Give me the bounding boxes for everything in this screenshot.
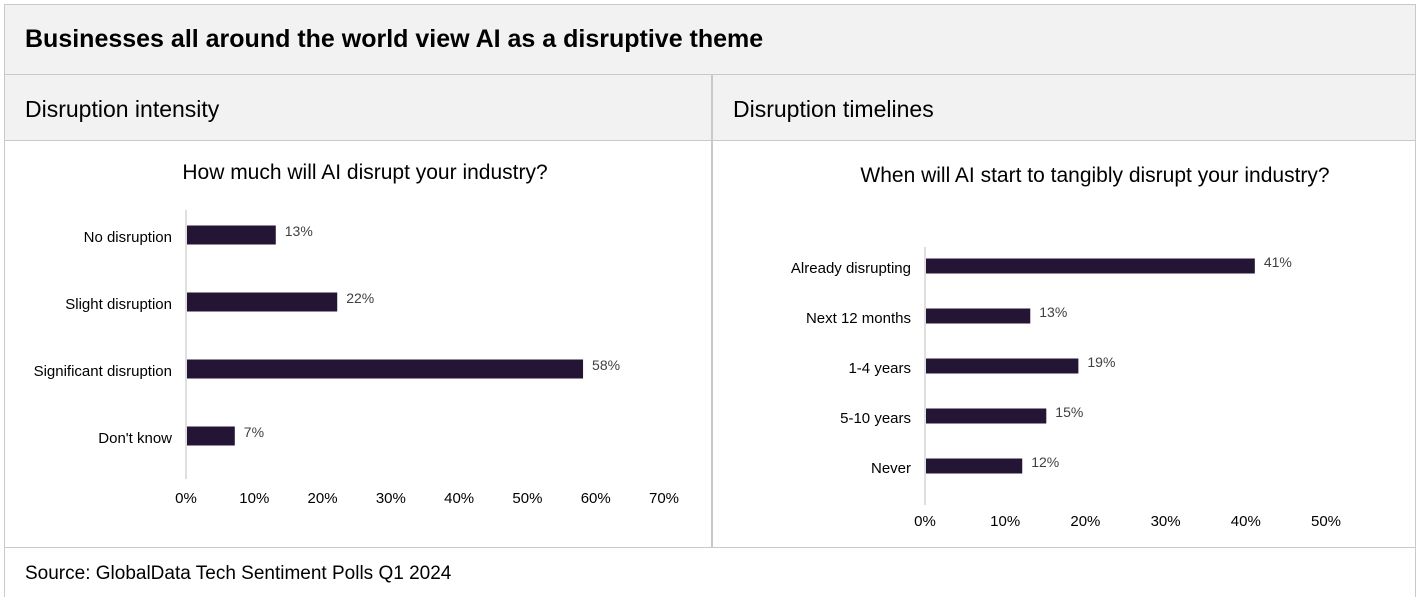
category-label: Significant disruption — [34, 363, 172, 380]
x-tick-label: 0% — [175, 490, 197, 507]
chart-left: No disruption 13% Slight disruption 22% Sign… — [34, 210, 679, 507]
x-tick-label: 40% — [444, 490, 474, 507]
bar — [187, 426, 235, 446]
x-tick-label: 0% — [914, 513, 936, 530]
data-label: 12% — [1031, 454, 1059, 470]
category-label: No disruption — [84, 229, 172, 246]
category-label: Slight disruption — [65, 296, 172, 313]
panel-divider — [711, 75, 713, 547]
data-label: 7% — [244, 424, 264, 440]
data-label: 19% — [1087, 354, 1115, 370]
bar — [926, 258, 1255, 274]
data-label: 41% — [1264, 254, 1292, 270]
chart-right-title: When will AI start to tangibly disrupt y… — [860, 164, 1330, 187]
x-tick-label: 20% — [308, 490, 338, 507]
panel-heading-left: Disruption intensity — [5, 75, 711, 141]
x-tick-label: 30% — [376, 490, 406, 507]
bar — [187, 292, 338, 312]
x-tick-label: 10% — [239, 490, 269, 507]
bar — [926, 408, 1047, 424]
data-label: 15% — [1055, 404, 1083, 420]
data-label: 22% — [346, 290, 374, 306]
bar — [926, 308, 1031, 324]
panel-heading-left-label: Disruption intensity — [25, 96, 220, 122]
category-label: Never — [871, 460, 911, 477]
chart-left-title: How much will AI disrupt your industry? — [182, 161, 548, 184]
figure-header: Businesses all around the world view AI … — [5, 5, 1415, 75]
figure-footer: Source: GlobalData Tech Sentiment Polls … — [5, 547, 1415, 597]
category-label: Already disrupting — [791, 260, 911, 277]
category-label: Next 12 months — [806, 310, 911, 327]
x-tick-label: 50% — [512, 490, 542, 507]
category-label: 5-10 years — [840, 410, 911, 427]
panel-heading-right-label: Disruption timelines — [733, 96, 934, 122]
bar — [187, 225, 276, 245]
panel-heading-right: Disruption timelines — [713, 75, 1415, 141]
x-tick-label: 10% — [990, 513, 1020, 530]
bar — [926, 458, 1023, 474]
category-label: 1-4 years — [848, 360, 911, 377]
source-note: Source: GlobalData Tech Sentiment Polls … — [25, 563, 452, 584]
data-label: 58% — [592, 357, 620, 373]
x-tick-label: 70% — [649, 490, 679, 507]
x-tick-label: 30% — [1151, 513, 1181, 530]
chart-right: Already disrupting 41% Next 12 months 13% 1-… — [791, 247, 1341, 530]
category-label: Don't know — [98, 430, 172, 447]
bar — [187, 359, 584, 379]
x-tick-label: 50% — [1311, 513, 1341, 530]
x-tick-label: 60% — [581, 490, 611, 507]
data-label: 13% — [285, 223, 313, 239]
data-label: 13% — [1039, 304, 1067, 320]
x-tick-label: 40% — [1231, 513, 1261, 530]
figure-frame: Businesses all around the world view AI … — [4, 4, 1416, 597]
bar — [926, 358, 1079, 374]
x-tick-label: 20% — [1070, 513, 1100, 530]
figure-title: Businesses all around the world view AI … — [25, 25, 764, 53]
